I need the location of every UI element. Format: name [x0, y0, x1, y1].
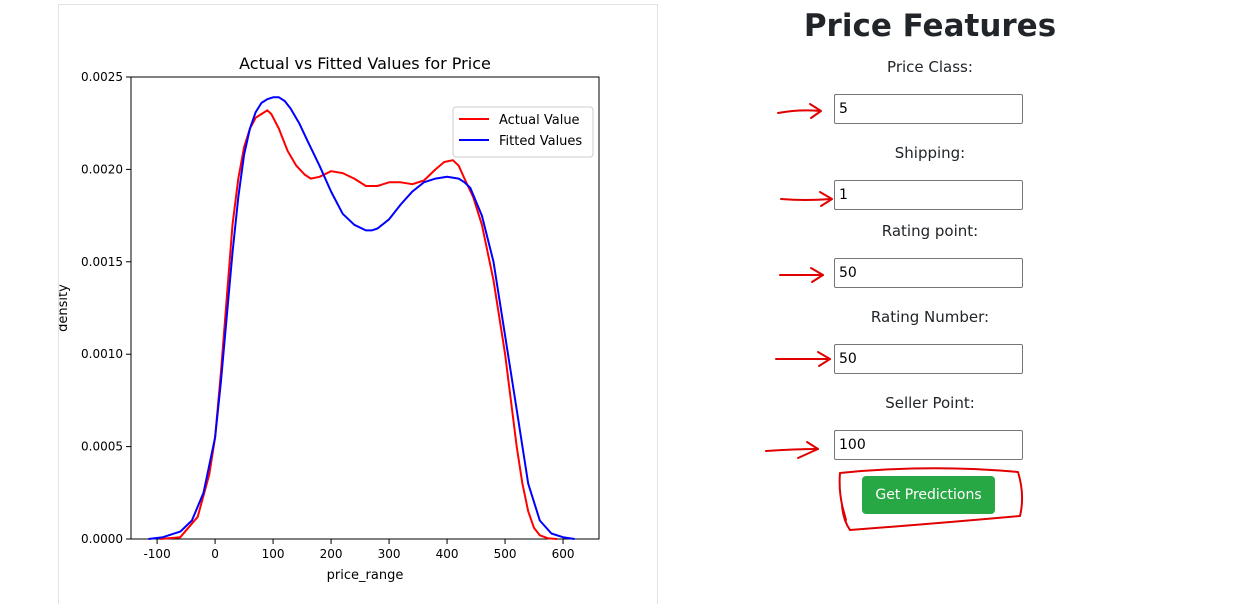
y-tick-label: 0.0000	[81, 532, 123, 546]
x-tick-label: 0	[211, 547, 219, 561]
chart-legend: Actual Value Fitted Values	[452, 106, 594, 158]
seller-point-label: Seller Point:	[885, 394, 975, 412]
rating-point-input[interactable]	[834, 258, 1023, 288]
y-tick-label: 0.0020	[81, 162, 123, 176]
series-line-actual-value	[159, 109, 558, 540]
price-class-label: Price Class:	[887, 58, 973, 76]
legend-label: Fitted Values	[499, 134, 582, 149]
chart-card: Actual vs Fitted Values for Price -100 0 10…	[58, 4, 658, 604]
y-tick-label: 0.0010	[81, 347, 123, 361]
y-axis-label: density	[59, 284, 71, 332]
y-tick-label: 0.0015	[81, 255, 123, 269]
x-tick-label: 600	[552, 547, 575, 561]
rating-number-input[interactable]	[834, 344, 1023, 374]
shipping-label: Shipping:	[894, 144, 966, 162]
shipping-input[interactable]	[834, 180, 1023, 210]
seller-point-input[interactable]	[834, 430, 1023, 460]
get-predictions-button[interactable]: Get Predictions	[862, 476, 995, 514]
x-tick-label: 100	[262, 547, 285, 561]
form-title: Price Features	[803, 8, 1057, 44]
plot-frame	[130, 76, 600, 540]
rating-point-label: Rating point:	[881, 222, 979, 240]
x-tick-label: 200	[320, 547, 343, 561]
x-tick-label: 400	[436, 547, 459, 561]
legend-label: Actual Value	[499, 113, 580, 128]
x-tick-label: 300	[378, 547, 401, 561]
y-tick-label: 0.0005	[81, 440, 123, 454]
price-features-form: Price Features Price Class: Shipping: Ra…	[760, 0, 1100, 600]
rating-number-label: Rating Number:	[870, 308, 990, 326]
y-tick-label: 0.0025	[81, 70, 123, 84]
series-line-fitted-values	[148, 96, 575, 540]
x-tick-label: -100	[143, 547, 170, 561]
chart-title: Actual vs Fitted Values for Price	[239, 54, 491, 73]
x-axis-label: price_range	[327, 568, 404, 583]
x-tick-label: 500	[494, 547, 517, 561]
price-class-input[interactable]	[834, 94, 1023, 124]
chart: Actual vs Fitted Values for Price -100 0 10…	[59, 54, 600, 583]
